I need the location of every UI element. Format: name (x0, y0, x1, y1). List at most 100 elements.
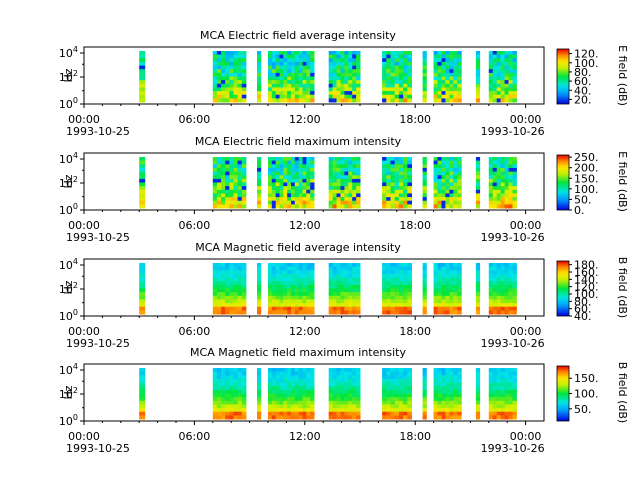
x-tick-label: 12:00 (289, 430, 321, 443)
heatmap-cell (356, 375, 361, 380)
heatmap-cell (340, 58, 345, 63)
heatmap-cell (500, 80, 505, 85)
heatmap-cell (492, 200, 498, 205)
heatmap-cell (336, 404, 341, 409)
heatmap-cell (283, 157, 288, 162)
heatmap-cell (407, 270, 412, 275)
heatmap-cell (348, 288, 353, 293)
heatmap-cell (291, 400, 296, 405)
heatmap-cell (403, 80, 408, 85)
heatmap-cell (336, 378, 341, 383)
heatmap-cell (257, 378, 262, 383)
heatmap-cell (257, 273, 262, 278)
heatmap-cell (283, 87, 288, 92)
heatmap-cell (268, 411, 273, 416)
heatmap-cell (437, 266, 442, 271)
heatmap-cell (340, 193, 345, 198)
heatmap-cell (139, 80, 146, 85)
heatmap-cell (492, 160, 498, 165)
heatmap-cell (492, 400, 498, 405)
heatmap-cell (306, 378, 311, 383)
heatmap-cell (310, 400, 315, 405)
heatmap-cell (225, 295, 230, 300)
heatmap-cell (283, 54, 288, 59)
heatmap-cell (229, 263, 234, 268)
heatmap-cell (275, 397, 280, 402)
heatmap-cell (386, 51, 391, 56)
heatmap-cell (508, 266, 513, 271)
heatmap-cell (403, 72, 408, 77)
heatmap-cell (229, 273, 234, 278)
heatmap-cell (433, 69, 438, 74)
heatmap-cell (271, 51, 277, 56)
heatmap-cell (457, 171, 462, 176)
heatmap-cell (344, 281, 349, 286)
heatmap-cell (504, 411, 509, 416)
heatmap-cell (283, 400, 288, 405)
heatmap-cell (344, 292, 349, 297)
heatmap-cell (275, 400, 280, 405)
heatmap-cell (241, 65, 247, 70)
heatmap-cell (328, 197, 334, 202)
heatmap-cell (298, 189, 303, 194)
heatmap-cell (241, 284, 247, 289)
heatmap-cell (241, 193, 247, 198)
heatmap-cell (283, 404, 288, 409)
heatmap-cell (441, 397, 446, 402)
heatmap-cell (275, 270, 280, 275)
heatmap-cell (291, 193, 296, 198)
heatmap-cell (221, 87, 226, 92)
heatmap-cell (212, 58, 218, 63)
heatmap-cell (221, 303, 226, 308)
heatmap-cell (310, 393, 315, 398)
heatmap-cell (344, 204, 349, 209)
heatmap-cell (139, 389, 146, 394)
heatmap-cell (336, 171, 341, 176)
heatmap-cell (291, 310, 296, 315)
heatmap-cell (241, 411, 247, 416)
heatmap-cell (422, 204, 427, 209)
heatmap-cell (241, 408, 247, 413)
heatmap-cell (433, 189, 438, 194)
heatmap-cell (306, 263, 311, 268)
heatmap-cell (449, 295, 454, 300)
heatmap-cell (407, 306, 412, 311)
heatmap-cell (268, 200, 273, 205)
heatmap-cell (332, 295, 337, 300)
heatmap-cell (257, 200, 262, 205)
heatmap-cell (287, 404, 292, 409)
heatmap-cell (221, 397, 226, 402)
heatmap-cell (291, 393, 296, 398)
heatmap-cell (386, 167, 391, 172)
heatmap-cell (283, 277, 288, 282)
heatmap-cell (433, 393, 438, 398)
heatmap-cell (475, 270, 481, 275)
heatmap-cell (453, 72, 458, 77)
heatmap-cell (216, 51, 222, 56)
heatmap-cell (294, 76, 300, 81)
heatmap-cell (216, 76, 222, 81)
heatmap-cell (398, 98, 404, 103)
heatmap-cell (475, 408, 481, 413)
heatmap-cell (237, 404, 243, 409)
heatmap-cell (302, 160, 307, 165)
heatmap-cell (453, 69, 458, 74)
heatmap-cell (287, 94, 292, 99)
colorbar-tick-label: 120. (574, 48, 599, 61)
heatmap-cell (433, 299, 438, 304)
heatmap-cell (302, 378, 307, 383)
heatmap-cell (336, 80, 341, 85)
heatmap-cell (348, 281, 353, 286)
heatmap-cell (216, 386, 222, 391)
heatmap-cell (298, 393, 303, 398)
heatmap-cell (216, 54, 222, 59)
heatmap-cell (340, 400, 345, 405)
heatmap-cell (287, 295, 292, 300)
heatmap-cell (268, 91, 273, 96)
heatmap-cell (298, 415, 303, 420)
heatmap-cell (475, 164, 481, 169)
heatmap-cell (348, 204, 353, 209)
heatmap-cell (271, 189, 277, 194)
heatmap-cell (233, 164, 239, 169)
heatmap-cell (403, 94, 408, 99)
